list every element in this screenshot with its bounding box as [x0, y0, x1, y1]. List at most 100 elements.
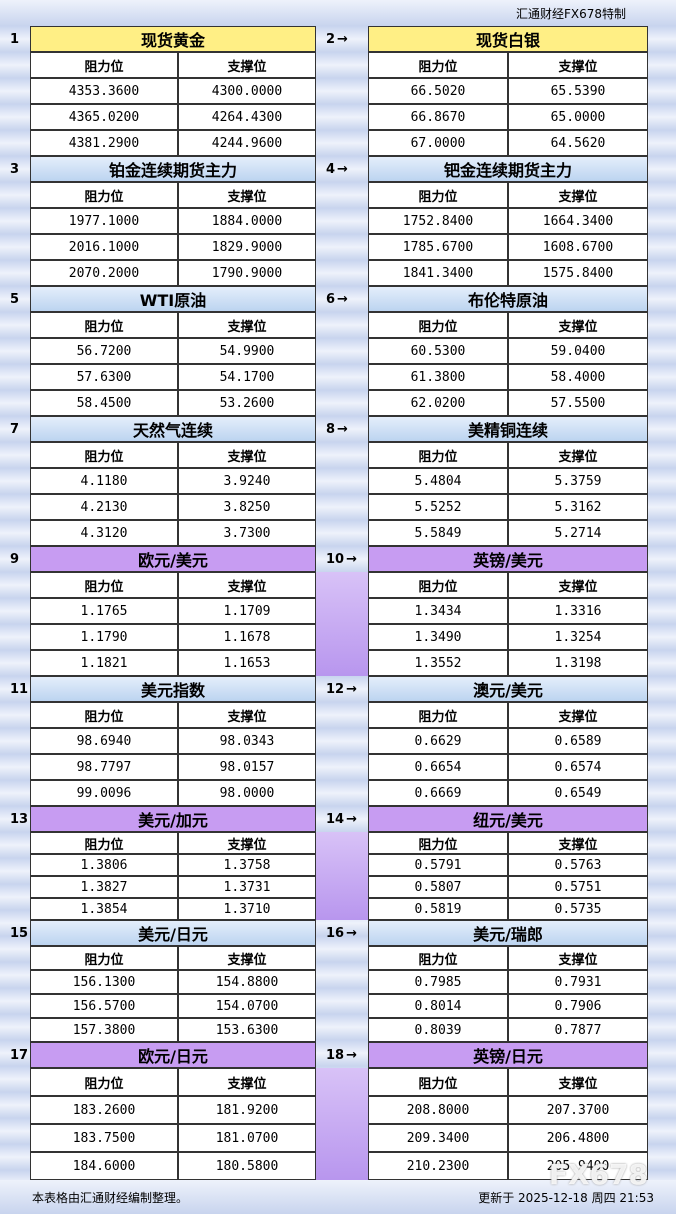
panel-number: 9: [10, 551, 20, 567]
panel-title: WTI原油: [30, 286, 316, 312]
column-header: 支撑位: [508, 832, 648, 854]
support-value: 5.3759: [508, 468, 648, 494]
support-value: 59.0400: [508, 338, 648, 364]
column-header: 支撑位: [508, 52, 648, 78]
support-value: 0.5763: [508, 854, 648, 876]
support-value: 1.1678: [178, 624, 316, 650]
column-header: 支撑位: [178, 946, 316, 970]
support-value: 98.0157: [178, 754, 316, 780]
column-header: 阻力位: [368, 182, 508, 208]
column-header: 支撑位: [178, 702, 316, 728]
resistance-value: 156.5700: [30, 994, 178, 1018]
column-header: 阻力位: [30, 52, 178, 78]
column-header: 阻力位: [30, 1068, 178, 1096]
resistance-value: 0.5819: [368, 898, 508, 920]
resistance-value: 210.2300: [368, 1152, 508, 1180]
support-value: 0.6589: [508, 728, 648, 754]
resistance-value: 61.3800: [368, 364, 508, 390]
panel-number: 16 →: [326, 925, 357, 941]
resistance-value: 0.6629: [368, 728, 508, 754]
arrow: →: [346, 551, 357, 567]
support-value: 1.3254: [508, 624, 648, 650]
panel-title: 现货白银: [368, 26, 648, 52]
resistance-value: 4381.2900: [30, 130, 178, 156]
resistance-value: 99.0096: [30, 780, 178, 806]
resistance-value: 0.8039: [368, 1018, 508, 1042]
resistance-value: 0.5791: [368, 854, 508, 876]
support-value: 54.9900: [178, 338, 316, 364]
column-header: 支撑位: [508, 442, 648, 468]
resistance-value: 4.3120: [30, 520, 178, 546]
column-header: 支撑位: [178, 832, 316, 854]
resistance-value: 1.1765: [30, 598, 178, 624]
resistance-value: 98.7797: [30, 754, 178, 780]
column-header: 支撑位: [178, 182, 316, 208]
arrow: →: [337, 421, 348, 437]
column-header: 支撑位: [508, 1068, 648, 1096]
panel-number: 4 →: [326, 161, 348, 177]
resistance-value: 1.1790: [30, 624, 178, 650]
column-header: 阻力位: [368, 52, 508, 78]
column-header: 阻力位: [368, 312, 508, 338]
arrow: →: [346, 1047, 357, 1063]
panel-title: 铂金连续期货主力: [30, 156, 316, 182]
panel-title: 纽元/美元: [368, 806, 648, 832]
column-header: 阻力位: [30, 832, 178, 854]
support-value: 1884.0000: [178, 208, 316, 234]
support-value: 98.0343: [178, 728, 316, 754]
column-header: 阻力位: [368, 832, 508, 854]
panel-title: 英镑/美元: [368, 546, 648, 572]
panel-title: 美元/瑞郎: [368, 920, 648, 946]
column-header: 支撑位: [178, 52, 316, 78]
panel-number: 8 →: [326, 421, 348, 437]
panel-number: 5: [10, 291, 20, 307]
resistance-value: 5.5252: [368, 494, 508, 520]
panel-title: 天然气连续: [30, 416, 316, 442]
resistance-value: 0.7985: [368, 970, 508, 994]
resistance-value: 1.3434: [368, 598, 508, 624]
column-header: 阻力位: [368, 1068, 508, 1096]
support-value: 1664.3400: [508, 208, 648, 234]
support-value: 5.3162: [508, 494, 648, 520]
resistance-value: 1752.8400: [368, 208, 508, 234]
support-value: 64.5620: [508, 130, 648, 156]
resistance-value: 4.2130: [30, 494, 178, 520]
resistance-value: 4353.3600: [30, 78, 178, 104]
support-value: 0.6574: [508, 754, 648, 780]
resistance-value: 0.8014: [368, 994, 508, 1018]
support-value: 1.3758: [178, 854, 316, 876]
support-value: 0.7906: [508, 994, 648, 1018]
support-value: 5.2714: [508, 520, 648, 546]
support-value: 0.5735: [508, 898, 648, 920]
panel-title: 美元指数: [30, 676, 316, 702]
gutter: [316, 832, 368, 920]
support-value: 1.3198: [508, 650, 648, 676]
support-value: 1.1653: [178, 650, 316, 676]
resistance-value: 208.8000: [368, 1096, 508, 1124]
column-header: 阻力位: [368, 702, 508, 728]
resistance-value: 57.6300: [30, 364, 178, 390]
resistance-value: 1841.3400: [368, 260, 508, 286]
resistance-value: 157.3800: [30, 1018, 178, 1042]
column-header: 阻力位: [368, 442, 508, 468]
gutter: [316, 1068, 368, 1180]
resistance-value: 5.4804: [368, 468, 508, 494]
resistance-value: 62.0200: [368, 390, 508, 416]
support-value: 3.8250: [178, 494, 316, 520]
panel-number: 7: [10, 421, 20, 437]
support-value: 206.4800: [508, 1124, 648, 1152]
resistance-value: 1977.1000: [30, 208, 178, 234]
support-value: 3.9240: [178, 468, 316, 494]
column-header: 阻力位: [368, 572, 508, 598]
resistance-value: 58.4500: [30, 390, 178, 416]
resistance-value: 5.5849: [368, 520, 508, 546]
column-header: 支撑位: [508, 946, 648, 970]
resistance-value: 183.7500: [30, 1124, 178, 1152]
support-value: 0.5751: [508, 876, 648, 898]
footer: 本表格由汇通财经编制整理。 更新于 2025-12-18 周四 21:53: [0, 1180, 676, 1214]
resistance-value: 1.3827: [30, 876, 178, 898]
column-header: 阻力位: [30, 182, 178, 208]
support-value: 1.3710: [178, 898, 316, 920]
column-header: 支撑位: [508, 702, 648, 728]
support-value: 54.1700: [178, 364, 316, 390]
